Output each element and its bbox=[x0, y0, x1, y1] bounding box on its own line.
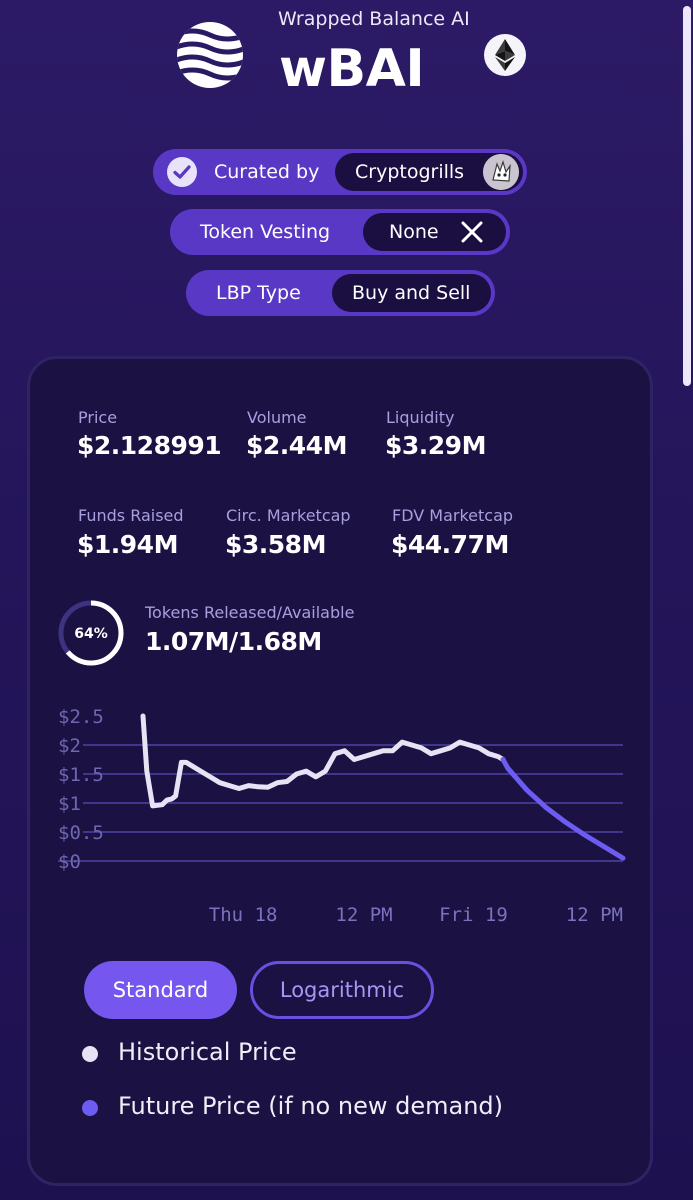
y-tick-label: $1 bbox=[58, 793, 81, 815]
token-full-name: Wrapped Balance AI bbox=[278, 8, 470, 30]
logarithmic-scale-button[interactable]: Logarithmic bbox=[250, 961, 434, 1019]
y-tick-label: $0 bbox=[58, 851, 81, 873]
token-vesting-chip: None bbox=[363, 213, 506, 251]
price-value: $2.128991 bbox=[77, 431, 222, 460]
x-tick-label: 12 PM bbox=[566, 904, 623, 926]
circ-marketcap-value: $3.58M bbox=[225, 530, 326, 559]
tokens-released-ring-fill bbox=[58, 600, 124, 666]
tokens-released-percent: 64% bbox=[74, 626, 108, 642]
x-tick-label: Thu 18 bbox=[209, 904, 278, 926]
curated-by-label: Curated by bbox=[214, 161, 320, 183]
fdv-marketcap-label: FDV Marketcap bbox=[392, 506, 514, 525]
close-icon bbox=[461, 221, 483, 247]
circ-marketcap-label: Circ. Marketcap bbox=[226, 506, 351, 525]
y-tick-label: $2 bbox=[58, 735, 81, 757]
curated-by-badge: Curated by Cryptogrills bbox=[153, 149, 527, 195]
token-vesting-label: Token Vesting bbox=[200, 221, 331, 243]
check-circle-icon bbox=[167, 157, 197, 187]
price-label: Price bbox=[78, 408, 118, 427]
token-symbol: wBAI bbox=[279, 39, 425, 99]
liquidity-label: Liquidity bbox=[386, 408, 455, 427]
x-tick-label: 12 PM bbox=[335, 904, 392, 926]
volume-label: Volume bbox=[247, 408, 307, 427]
historical-price-line bbox=[140, 713, 506, 809]
lbp-type-chip: Buy and Sell bbox=[332, 274, 491, 312]
volume-value: $2.44M bbox=[246, 431, 347, 460]
tokens-released-label: Tokens Released/Available bbox=[145, 603, 355, 622]
historical-price-legend-dot bbox=[82, 1046, 98, 1062]
y-tick-label: $0.5 bbox=[58, 822, 104, 844]
future-price-line bbox=[500, 757, 626, 861]
funds-raised-label: Funds Raised bbox=[78, 506, 184, 525]
lbp-type-label: LBP Type bbox=[216, 282, 301, 304]
y-tick-label: $1.5 bbox=[58, 764, 104, 786]
funds-raised-value: $1.94M bbox=[77, 530, 178, 559]
page-scrollbar[interactable] bbox=[683, 0, 693, 1200]
curator-name[interactable]: Cryptogrills bbox=[355, 161, 465, 183]
standard-scale-button[interactable]: Standard bbox=[84, 961, 237, 1019]
historical-price-legend-label: Historical Price bbox=[118, 1038, 297, 1066]
token-vesting-value: None bbox=[389, 221, 439, 243]
fdv-marketcap-value: $44.77M bbox=[391, 530, 509, 559]
stats-card bbox=[27, 356, 653, 1186]
price-chart[interactable]: $0 $0.5 $1 $1.5 $2 $2.5 Thu 18 12 PM Fri 19 12 PM bbox=[50, 700, 640, 940]
x-tick-label: Fri 19 bbox=[439, 904, 508, 926]
future-price-legend-dot bbox=[82, 1100, 98, 1116]
tokens-released-value: 1.07M/1.68M bbox=[145, 627, 322, 656]
tokens-released-ring: 64% bbox=[55, 597, 127, 669]
y-tick-label: $2.5 bbox=[58, 706, 104, 728]
curator-chip[interactable]: Cryptogrills bbox=[335, 153, 523, 191]
liquidity-value: $3.29M bbox=[385, 431, 486, 460]
wave-sphere-logo-icon bbox=[176, 21, 244, 89]
future-price-legend-label: Future Price (if no new demand) bbox=[118, 1092, 503, 1120]
lbp-type-value: Buy and Sell bbox=[352, 282, 471, 304]
scrollbar-thumb[interactable] bbox=[683, 6, 691, 386]
ethereum-icon[interactable] bbox=[484, 34, 526, 76]
token-vesting-badge: Token Vesting None bbox=[170, 209, 510, 255]
curator-avatar-icon bbox=[483, 154, 519, 190]
lbp-type-badge: LBP Type Buy and Sell bbox=[186, 270, 495, 316]
